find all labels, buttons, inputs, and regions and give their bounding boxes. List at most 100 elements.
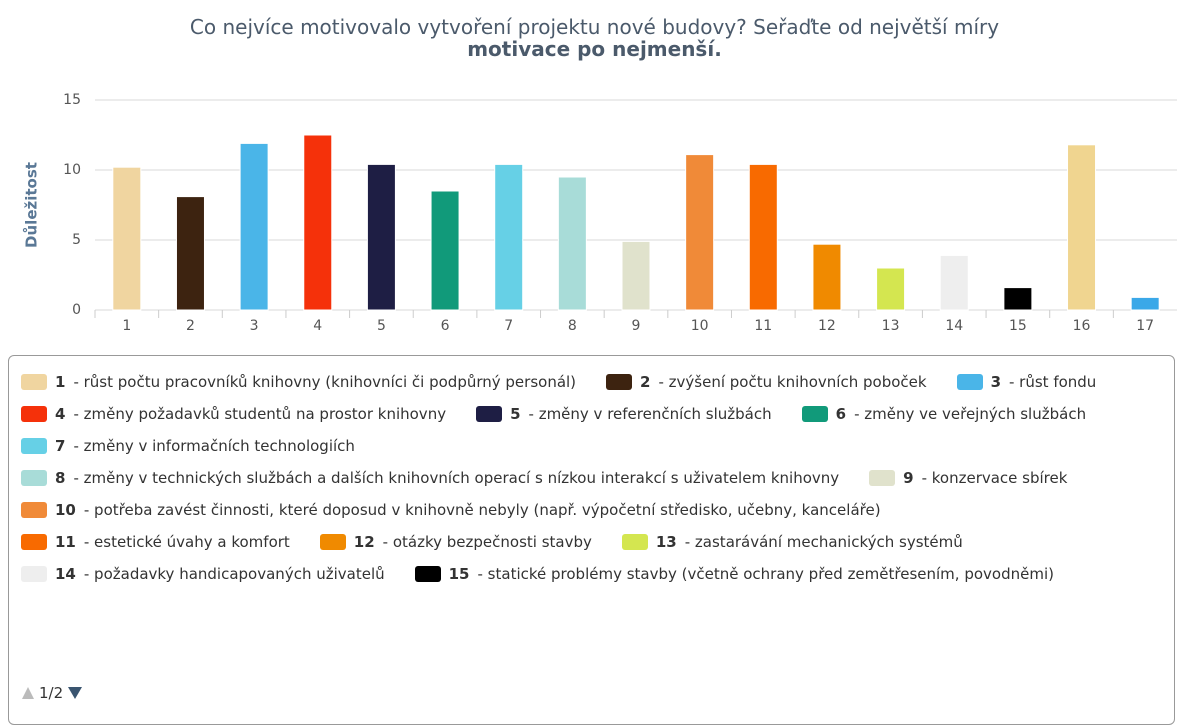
legend-item[interactable]: 10 - potřeba zavést činnosti, které dopos… bbox=[21, 494, 881, 526]
bar bbox=[112, 166, 142, 311]
x-tick-label: 14 bbox=[945, 318, 963, 334]
legend-item[interactable]: 8 - změny v technických službách a dalšíc… bbox=[21, 462, 839, 494]
legend-item[interactable]: 6 - změny ve veřejných službách bbox=[801, 398, 1087, 430]
bar bbox=[748, 163, 778, 311]
x-tick-label: 3 bbox=[250, 318, 259, 334]
x-tick-label: 4 bbox=[313, 318, 322, 334]
title-line: Co nejvíce motivovalo vytvoření projektu… bbox=[189, 15, 1000, 39]
legend-swatch bbox=[21, 406, 47, 422]
title-line: motivace po nejmenší. bbox=[467, 37, 722, 61]
legend-items: 1 - růst počtu pracovníků knihovny (kniho… bbox=[9, 356, 1159, 590]
legend-number: 2 bbox=[640, 373, 651, 391]
y-tick-label: 0 bbox=[72, 302, 81, 318]
legend-text: - statické problémy stavby (včetně ochra… bbox=[477, 565, 1054, 583]
bar bbox=[685, 154, 715, 311]
legend-text: - změny požadavků studentů na prostor kn… bbox=[73, 405, 447, 423]
legend-number: 1 bbox=[55, 373, 66, 391]
bar bbox=[812, 243, 842, 311]
legend-number: 4 bbox=[55, 405, 66, 423]
x-tick-label: 6 bbox=[441, 318, 450, 334]
bar bbox=[494, 163, 524, 311]
legend-number: 3 bbox=[990, 373, 1001, 391]
legend-item[interactable]: 2 - zvýšení počtu knihovních poboček bbox=[606, 366, 927, 398]
legend-item[interactable]: 3 - růst fondu bbox=[956, 366, 1097, 398]
legend-item[interactable]: 11 - estetické úvahy a komfort bbox=[21, 526, 290, 558]
legend-text: - estetické úvahy a komfort bbox=[83, 533, 290, 551]
x-tick-label: 1 bbox=[122, 318, 131, 334]
legend-number: 13 bbox=[655, 533, 677, 551]
bar bbox=[239, 142, 269, 311]
x-tick-label: 2 bbox=[186, 318, 195, 334]
legend-swatch bbox=[801, 406, 828, 422]
x-tick-label: 16 bbox=[1073, 318, 1091, 334]
bar bbox=[557, 176, 587, 311]
legend-number: 9 bbox=[903, 469, 914, 487]
bar bbox=[303, 134, 333, 311]
legend-number: 5 bbox=[510, 405, 521, 423]
legend-item[interactable]: 4 - změny požadavků studentů na prostor k… bbox=[21, 398, 446, 430]
legend-swatch bbox=[621, 534, 648, 550]
legend-text: - změny ve veřejných službách bbox=[854, 405, 1087, 423]
legend-number: 14 bbox=[55, 565, 76, 583]
x-tick-label: 10 bbox=[691, 318, 709, 334]
legend-swatch bbox=[21, 374, 47, 390]
x-tick-label: 13 bbox=[882, 318, 900, 334]
legend-number: 6 bbox=[835, 405, 847, 423]
legend-number: 12 bbox=[353, 533, 375, 551]
bar bbox=[430, 190, 460, 311]
bar bbox=[1067, 144, 1097, 311]
bar bbox=[876, 267, 906, 311]
legend-item[interactable]: 12 - otázky bezpečnosti stavby bbox=[319, 526, 592, 558]
legend-item[interactable]: 13 - zastarávání mechanických systémů bbox=[621, 526, 963, 558]
legend-swatch bbox=[21, 470, 47, 486]
x-tick-label: 15 bbox=[1009, 318, 1027, 334]
x-tick-label: 12 bbox=[818, 318, 836, 334]
legend-swatch bbox=[21, 534, 47, 550]
bar bbox=[175, 196, 205, 311]
y-axis-label: Důležitost bbox=[23, 162, 41, 248]
legend-number: 10 bbox=[55, 501, 76, 519]
legend-item[interactable]: 9 - konzervace sbírek bbox=[869, 462, 1067, 494]
legend-text: - růst počtu pracovníků knihovny (knihov… bbox=[73, 373, 577, 391]
legend-swatch bbox=[606, 374, 633, 390]
legend-item[interactable]: 7 - změny v informačních technologiích bbox=[21, 430, 355, 462]
legend-item[interactable]: 15 - statické problémy stavby (včetně och… bbox=[414, 558, 1054, 590]
page-down[interactable] bbox=[67, 686, 83, 700]
legend-number: 7 bbox=[55, 437, 66, 455]
legend-text: - změny v technických službách a dalších… bbox=[73, 469, 840, 487]
legend-swatch bbox=[476, 406, 503, 422]
legend-text: - otázky bezpečnosti stavby bbox=[382, 533, 592, 551]
page-up[interactable] bbox=[21, 686, 35, 700]
legend-item[interactable]: 5 - změny v referenčních službách bbox=[476, 398, 772, 430]
x-tick-label: 7 bbox=[504, 318, 513, 334]
bar bbox=[939, 254, 969, 311]
legend-text: - změny v informačních technologiích bbox=[73, 437, 355, 455]
legend-text: - požadavky handicapovaných uživatelů bbox=[83, 565, 385, 583]
legend-swatch bbox=[21, 438, 47, 454]
legend-text: - růst fondu bbox=[1009, 373, 1097, 391]
legend-text: - zastarávání mechanických systémů bbox=[684, 533, 963, 551]
legend-text: - potřeba zavést činnosti, které doposud… bbox=[83, 501, 881, 519]
legend-text: - konzervace sbírek bbox=[921, 469, 1068, 487]
legend-swatch bbox=[956, 374, 983, 390]
y-tick-label: 15 bbox=[63, 92, 81, 108]
y-tick-label: 10 bbox=[63, 162, 81, 178]
legend-text: - zvýšení počtu knihovních poboček bbox=[658, 373, 927, 391]
legend-swatch bbox=[869, 470, 896, 486]
legend-text: - změny v referenčních službách bbox=[528, 405, 772, 423]
chart-title: Co nejvíce motivovalo vytvoření projektu… bbox=[0, 16, 1189, 60]
legend-swatch bbox=[319, 534, 346, 550]
x-tick-label: 8 bbox=[568, 318, 577, 334]
bar bbox=[1130, 296, 1160, 311]
legend-number: 11 bbox=[55, 533, 76, 551]
legend-number: 8 bbox=[55, 469, 66, 487]
bar bbox=[621, 240, 651, 311]
legend-item[interactable]: 14 - požadavky handicapovaných uživatelů bbox=[21, 558, 385, 590]
x-tick-label: 9 bbox=[632, 318, 641, 334]
x-tick-label: 5 bbox=[377, 318, 386, 334]
legend-swatch bbox=[21, 502, 47, 518]
legend-item[interactable]: 1 - růst počtu pracovníků knihovny (kniho… bbox=[21, 366, 576, 398]
legend-pager: 1/2 bbox=[21, 684, 83, 702]
